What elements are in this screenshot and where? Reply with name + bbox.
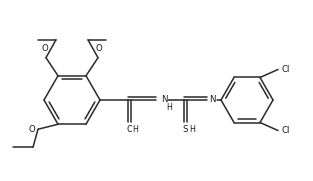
Text: N: N xyxy=(209,96,215,104)
Text: S: S xyxy=(183,125,188,134)
Text: O: O xyxy=(42,44,49,53)
Text: Cl: Cl xyxy=(281,126,290,135)
Text: O: O xyxy=(28,125,35,134)
Text: O: O xyxy=(126,125,133,134)
Text: H: H xyxy=(166,102,172,111)
Text: Cl: Cl xyxy=(281,65,290,74)
Text: N: N xyxy=(161,96,167,104)
Text: H: H xyxy=(189,125,195,134)
Text: H: H xyxy=(132,125,138,134)
Text: O: O xyxy=(96,44,102,53)
